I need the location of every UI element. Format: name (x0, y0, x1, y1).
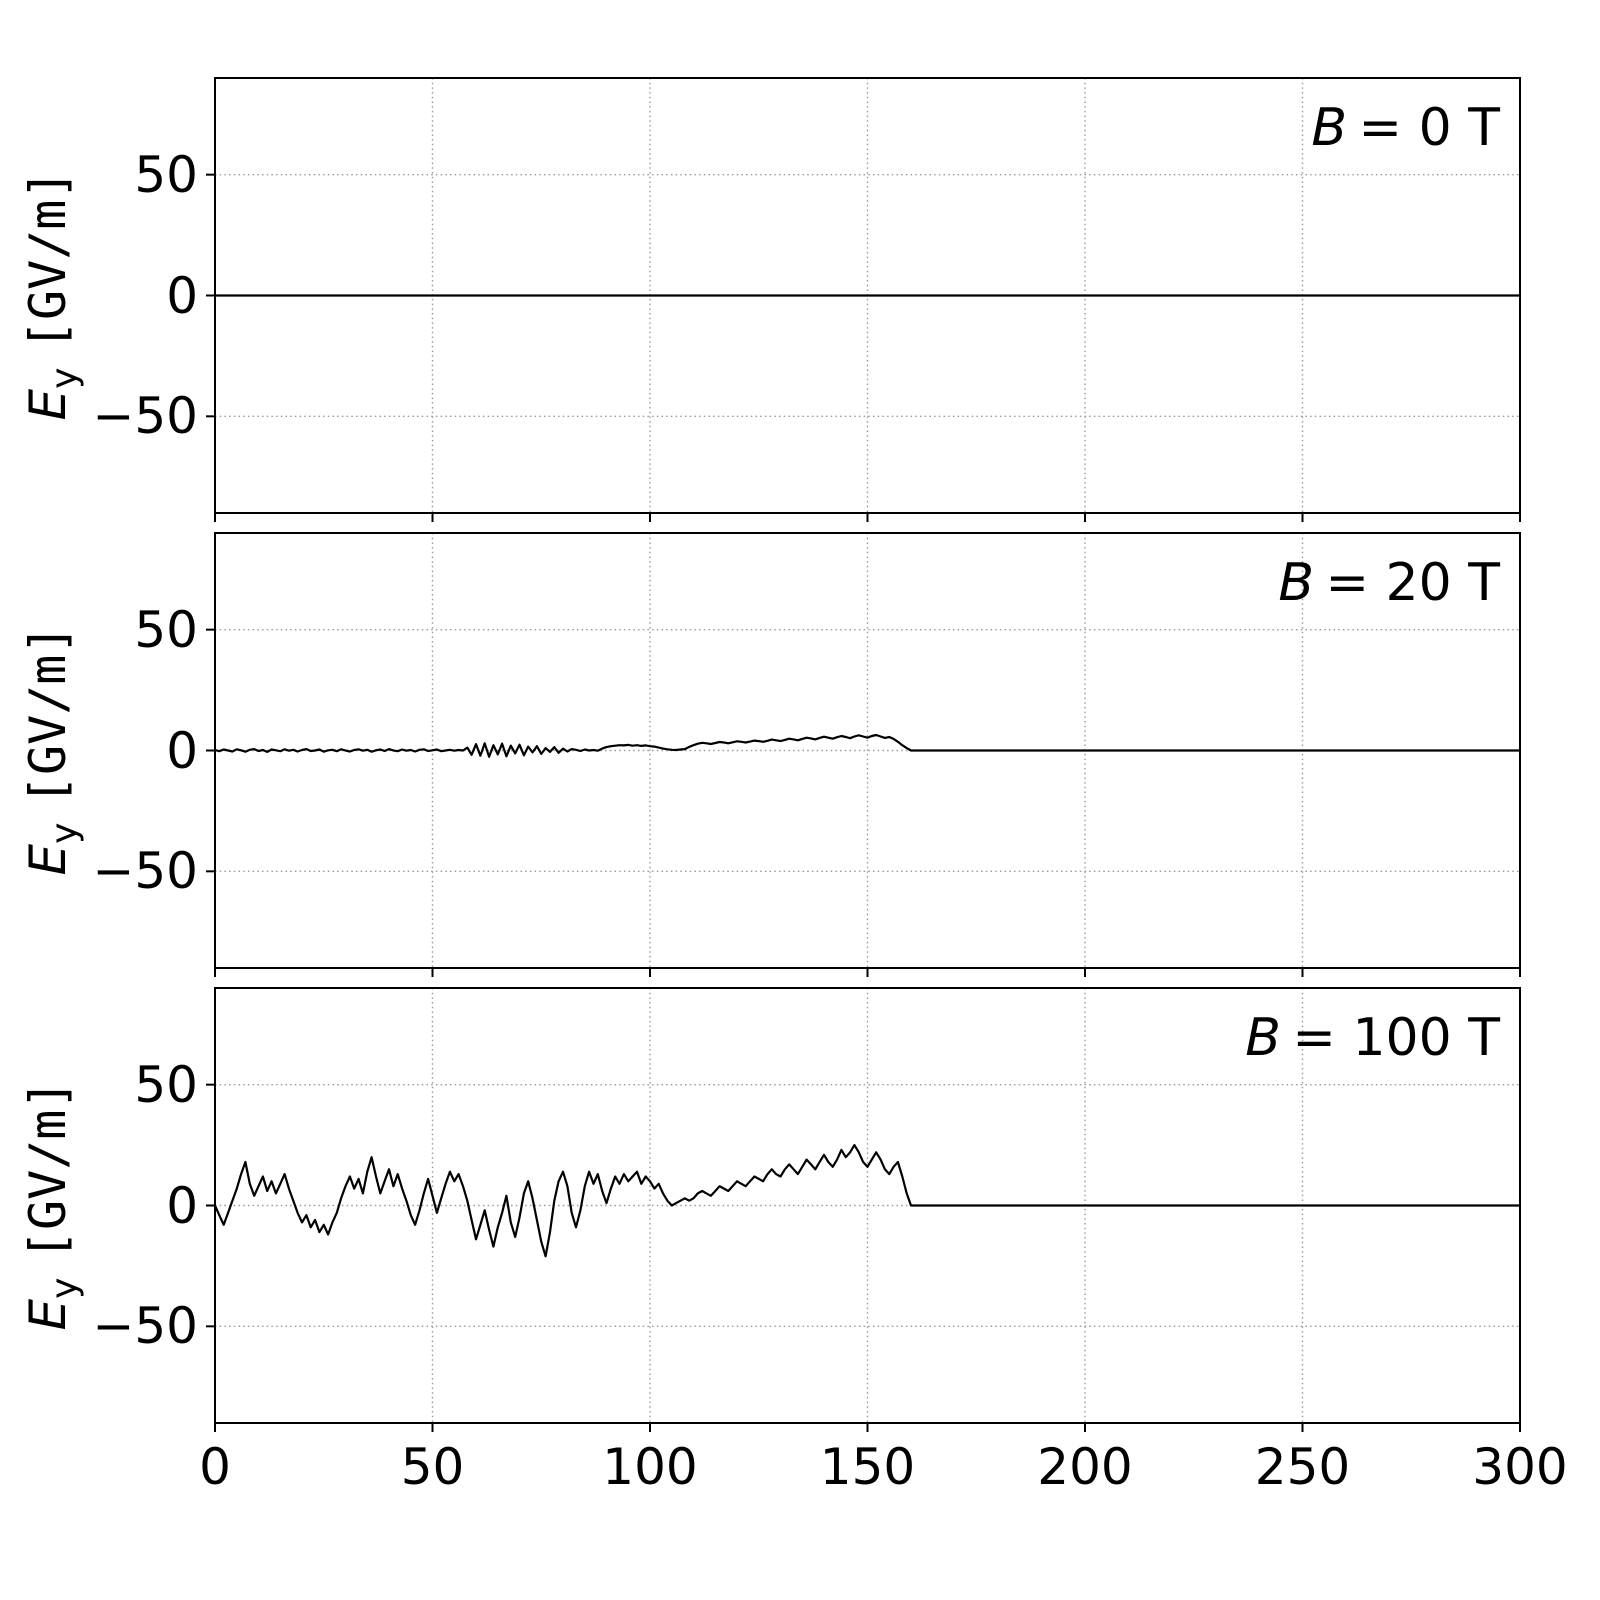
xtick-label: 200 (1037, 1438, 1133, 1496)
ytick-label: 50 (134, 1055, 198, 1114)
xtick-label: 250 (1254, 1438, 1351, 1496)
annotation-b100: B = 100 T (900, 1008, 1500, 1068)
panel-plot-2 (206, 532, 1521, 977)
ylabel-subscript: y (44, 1277, 85, 1299)
series-line (213, 1144, 1520, 1258)
annotation-variable: B (1245, 1008, 1281, 1068)
plot-border (214, 77, 1521, 514)
annotation-value: = 0 T (1358, 98, 1500, 158)
panel-plot-3 (206, 987, 1521, 1432)
xtick-label: 300 (1472, 1438, 1568, 1496)
xtick-label: 150 (819, 1438, 916, 1496)
annotation-value: = 100 T (1292, 1008, 1500, 1068)
plot-border (214, 532, 1521, 969)
annotation-value: = 20 T (1325, 553, 1500, 613)
ytick-label: −50 (92, 387, 198, 446)
xtick-label: 0 (199, 1438, 231, 1496)
annotation-variable: B (1311, 98, 1348, 158)
xtick-label: 50 (400, 1438, 465, 1496)
annotation-b0: B = 0 T (900, 98, 1500, 158)
ytick-label: 0 (166, 1176, 198, 1235)
annotation-variable: B (1278, 553, 1314, 613)
ytick-label: 0 (166, 266, 198, 325)
panel-plot-1 (206, 77, 1521, 522)
xtick-label: 100 (602, 1438, 698, 1496)
annotation-b20: B = 20 T (900, 553, 1500, 613)
plot-border (214, 987, 1521, 1424)
series-line (214, 733, 1520, 758)
ylabel-subscript: y (44, 822, 85, 844)
ytick-label: 50 (134, 600, 198, 659)
ytick-label: −50 (92, 842, 198, 901)
ylabel-subscript: y (44, 367, 85, 389)
ytick-label: 0 (166, 721, 198, 780)
ytick-label: −50 (92, 1297, 198, 1356)
ytick-label: 50 (134, 145, 198, 204)
